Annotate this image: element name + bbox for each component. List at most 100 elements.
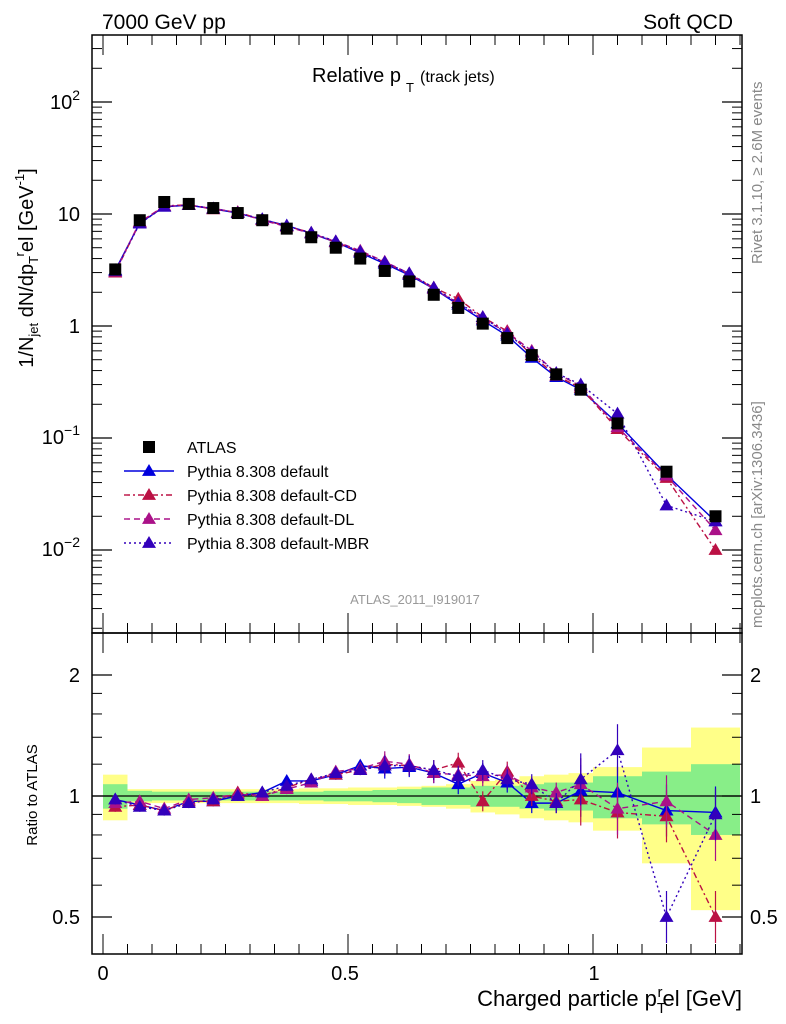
header-left: 7000 GeV pp [102,11,226,34]
ratio-line-1 [115,761,717,918]
y-tick-1e-1-exp: −1 [64,422,80,438]
ratio-marker [206,792,221,805]
ratio-series-group [108,724,723,943]
ratio-marker [524,777,539,790]
atlas-point [550,368,563,381]
atlas-point [452,301,465,314]
atlas-point [378,264,391,277]
atlas-point [611,417,624,430]
ratio-marker [475,794,490,807]
main-series-3 [108,198,723,536]
legend-marker [142,488,156,500]
x-tick-label-1: 1 [588,963,599,985]
ratio-tick-0.5-right: 0.5 [750,907,778,929]
header-right: Soft QCD [643,11,733,34]
atlas-point [207,202,220,215]
main-marker [610,406,625,419]
atlas-point [109,263,122,276]
side-text-mcplots: mcplots.cern.ch [arXiv:1306.3436] [749,401,766,628]
ratio-axis-ticks [92,674,742,918]
ratio-panel-frame [91,632,743,955]
y-tick-label-1e-2: 10−2 [42,534,80,561]
y-tick-label-1e-1: 10−1 [42,422,80,449]
ratio-marker [549,796,564,809]
y-tick-1e-2-base: 10 [42,539,64,561]
ratio-marker [132,799,147,812]
atlas-point [476,317,489,330]
ratio-marker [659,910,674,922]
atlas-point [256,214,269,227]
main-series-0 [109,195,722,523]
y-tick-label-100: 102 [50,87,80,114]
ratio-marker [108,792,123,805]
ratio-marker [610,743,625,756]
main-marker [659,498,674,511]
ratio-marker [610,801,625,814]
atlas-point [574,383,587,396]
atlas-point [427,288,440,301]
y-axis-title-text: 1/Njet dN/dpTrel [GeV-1] [12,168,41,367]
atlas-point [231,207,244,220]
ratio-marker [328,766,343,779]
ratio-line-3 [115,749,717,919]
ratio-marker [549,785,564,798]
ratio-tick-2-right: 2 [750,665,761,687]
ratio-marker [230,789,245,801]
atlas-point [354,252,367,265]
ratio-marker [659,794,674,807]
analysis-label: ATLAS_2011_I919017 [350,592,480,607]
plot-title: Relative p T (track jets) [312,65,495,95]
atlas-point [501,332,514,345]
atlas-point [133,214,146,227]
ratio-marker [255,785,270,798]
plot-title-main: Relative p [312,65,401,87]
legend-marker [142,536,156,548]
ratio-marker [279,778,294,791]
ratio-marker [573,772,588,785]
ratio-marker [451,755,466,768]
legend: ATLAS Pythia 8.308 default Pythia 8.308 de… [124,440,369,553]
ratio-series-3 [108,724,723,943]
ratio-marker [500,772,515,785]
ratio-marker [402,758,417,771]
plot-title-note: (track jets) [420,69,495,86]
ratio-tick-1-right: 1 [750,786,761,808]
y-tick-label-1: 1 [69,316,80,338]
atlas-point [709,510,722,523]
ratio-marker [426,763,441,775]
x-tick-label-0.5: 0.5 [331,963,359,985]
main-line-3 [114,204,717,531]
ratio-marker [708,807,723,820]
ratio-tick-2-left: 2 [69,665,80,687]
ratio-tick-1-left: 1 [69,786,80,808]
main-marker [708,523,723,536]
main-marker [402,266,417,279]
ratio-y-axis-title: Ratio to ATLAS [24,744,41,845]
legend-label-0: ATLAS [187,440,237,457]
atlas-point [403,275,416,288]
ratio-marker [451,769,466,782]
side-text-rivet: Rivet 3.1.10, ≥ 2.6M events [749,82,766,265]
atlas-point [525,349,538,362]
y-tick-100-exp: 2 [72,87,80,103]
main-marker [377,255,392,268]
legend-label-3: Pythia 8.308 default-DL [187,512,354,529]
ratio-marker [181,796,196,809]
ratio-marker [353,763,368,775]
legend-atlas-marker [143,441,155,453]
legend-marker [142,512,156,524]
y-tick-1e-2-exp: −2 [64,534,80,550]
ratio-marker [475,763,490,775]
ratio-bands [92,727,742,911]
y-tick-1e-1-base: 10 [42,427,64,449]
x-axis-title: Charged particle pTrel [GeV] [477,984,742,1017]
main-axis-ticks [92,35,742,954]
legend-label-1: Pythia 8.308 default [187,464,329,481]
main-line-4 [114,204,716,523]
ratio-marker [708,910,723,922]
atlas-point [660,465,673,478]
atlas-point [182,197,195,210]
ratio-marker [304,772,319,785]
x-tick-labels: 0 0.5 1 [97,963,599,985]
